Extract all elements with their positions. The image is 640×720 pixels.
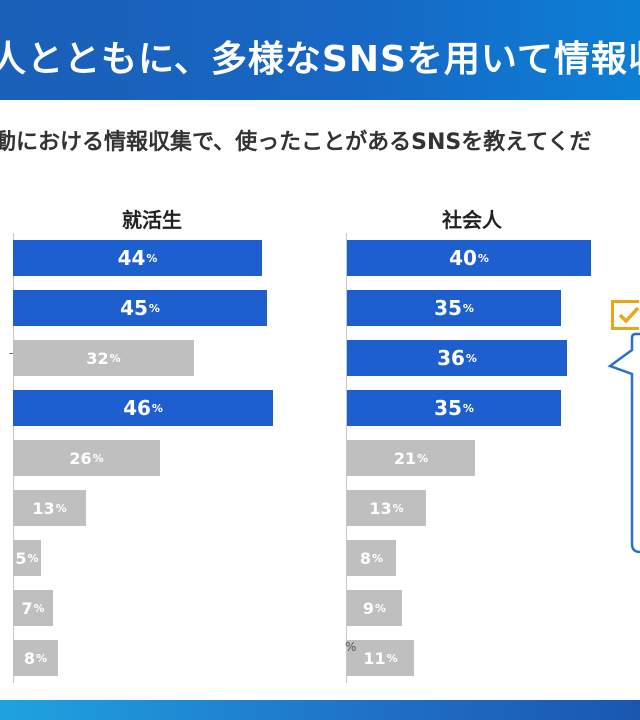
bar-value-label: 46 xyxy=(123,396,151,420)
bar: 9% xyxy=(347,590,402,626)
bar-value-label: 8 xyxy=(23,648,36,668)
bar-value-unit: % xyxy=(151,401,163,415)
bar-value-unit: % xyxy=(417,451,429,465)
bar: 7% xyxy=(13,590,53,626)
bar-value-label: 11 xyxy=(363,648,386,668)
bar-value-label: 7 xyxy=(21,598,33,618)
chart-title-students: 就活生 xyxy=(122,208,182,232)
bar: 32% xyxy=(13,340,194,376)
bar-value-unit: % xyxy=(146,251,158,265)
bar-value-label: 9 xyxy=(362,598,375,618)
bar-value-unit: % xyxy=(33,601,45,615)
bar: 35% xyxy=(347,290,561,326)
bar-value-unit: % xyxy=(55,501,67,515)
bar-value-unit: % xyxy=(386,651,398,665)
bar-value-label: 32 xyxy=(86,348,109,368)
bar-value-unit: % xyxy=(392,501,404,515)
bar-value-unit: % xyxy=(36,651,48,665)
bar-value-label: 40 xyxy=(449,246,477,270)
bar-value-label: 45 xyxy=(120,296,148,320)
checkbox-icon xyxy=(611,300,640,330)
speech-bubble-icon xyxy=(607,332,640,554)
footer-bar xyxy=(0,700,640,720)
bar-value-label: 5 xyxy=(15,548,27,568)
bar: 46% xyxy=(13,390,273,426)
bar-value-label: 21 xyxy=(393,448,417,468)
bar-value-label: 36 xyxy=(437,346,465,370)
bar: 40% xyxy=(347,240,591,276)
question-subtitle: 動における情報収集で、使ったことがあるSNSを教えてくだ xyxy=(0,130,592,155)
axis-line-workers xyxy=(346,233,347,683)
bar: 5% xyxy=(13,540,41,576)
bar: 13% xyxy=(347,490,426,526)
bar: 11% xyxy=(347,640,414,676)
bar-value-label: 13 xyxy=(32,498,55,518)
bar: 36% xyxy=(347,340,567,376)
bar-value-unit: % xyxy=(27,551,39,565)
bar-value-unit: % xyxy=(109,351,121,365)
bar-value-unit: % xyxy=(462,301,474,315)
bar: 21% xyxy=(347,440,475,476)
bar: 8% xyxy=(347,540,396,576)
bar-value-unit: % xyxy=(465,351,477,365)
bar-value-unit: % xyxy=(148,301,160,315)
chart-title-workers: 社会人 xyxy=(442,208,502,232)
bar-value-unit: % xyxy=(462,401,474,415)
bar: 13% xyxy=(13,490,86,526)
bar-value-label: 13 xyxy=(369,498,392,518)
bar-value-label: 35 xyxy=(434,296,462,320)
bar: 44% xyxy=(13,240,262,276)
bar-value-unit: % xyxy=(92,451,104,465)
truncated-label-mark: % xyxy=(345,640,357,654)
page-title: 人とともに、多様なSNSを用いて情報収集 xyxy=(0,39,640,80)
bar: 45% xyxy=(13,290,267,326)
bar-value-label: 44 xyxy=(117,246,146,270)
bar: 35% xyxy=(347,390,561,426)
bar-value-unit: % xyxy=(477,251,489,265)
bar-value-label: 8 xyxy=(359,548,372,568)
bar: 26% xyxy=(13,440,160,476)
bar-value-label: 35 xyxy=(434,396,462,420)
bar: 8% xyxy=(13,640,58,676)
bar-value-unit: % xyxy=(372,551,384,565)
bar-value-unit: % xyxy=(375,601,387,615)
truncated-label-mark: - xyxy=(9,346,14,360)
bar-value-label: 26 xyxy=(69,448,92,468)
title-bar: 人とともに、多様なSNSを用いて情報収集 xyxy=(0,0,640,100)
